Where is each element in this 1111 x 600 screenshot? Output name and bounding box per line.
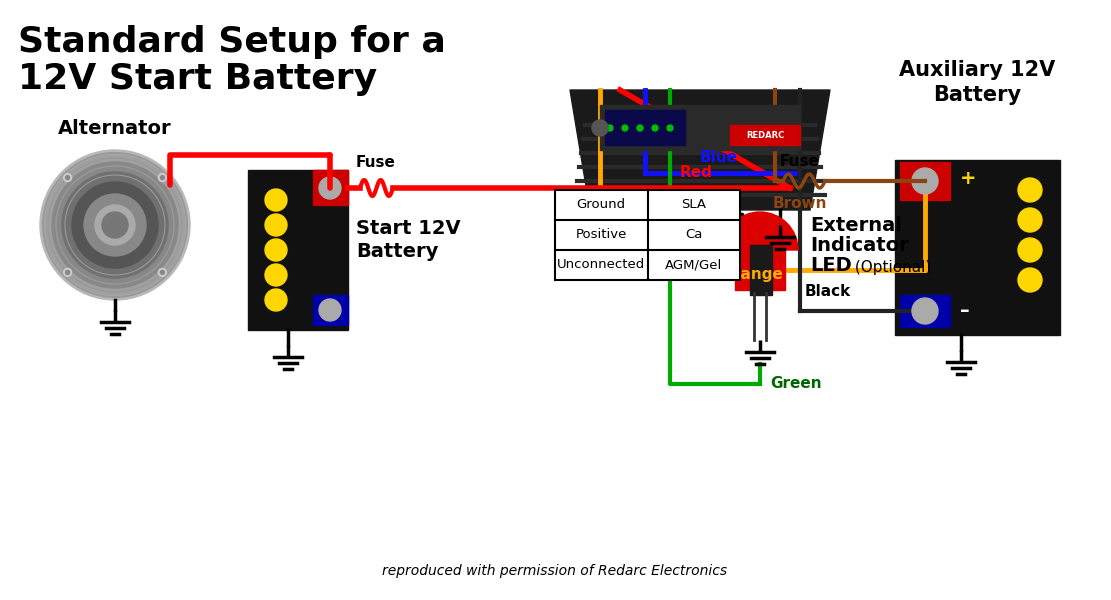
- Circle shape: [159, 173, 167, 182]
- Circle shape: [102, 212, 128, 238]
- Circle shape: [637, 125, 643, 131]
- Text: –: –: [960, 301, 970, 320]
- Text: Positive: Positive: [575, 229, 627, 241]
- Bar: [600, 105, 800, 150]
- Wedge shape: [722, 212, 798, 250]
- Circle shape: [52, 162, 178, 288]
- Text: Blue: Blue: [700, 150, 738, 165]
- Circle shape: [912, 168, 938, 194]
- Text: Indicator: Indicator: [810, 236, 909, 255]
- Circle shape: [84, 194, 146, 256]
- Text: Auxiliary 12V
Battery: Auxiliary 12V Battery: [900, 60, 1055, 105]
- Text: +: +: [353, 179, 368, 197]
- Text: Brown: Brown: [773, 196, 828, 211]
- Text: BCDC: BCDC: [653, 211, 747, 240]
- Text: Alternator: Alternator: [58, 119, 172, 138]
- Circle shape: [319, 299, 341, 321]
- Circle shape: [266, 214, 287, 236]
- Text: Fuse: Fuse: [780, 154, 820, 169]
- Circle shape: [159, 268, 167, 277]
- Circle shape: [622, 125, 628, 131]
- Text: Start 12V
Battery: Start 12V Battery: [356, 219, 461, 261]
- Circle shape: [40, 150, 190, 300]
- Text: 12V Start Battery: 12V Start Battery: [18, 62, 377, 96]
- Circle shape: [607, 125, 613, 131]
- Text: Orange: Orange: [720, 267, 783, 282]
- Text: External: External: [810, 216, 902, 235]
- Circle shape: [63, 268, 71, 277]
- Text: Ca: Ca: [685, 229, 702, 241]
- Text: AGM/Gel: AGM/Gel: [665, 259, 722, 271]
- Circle shape: [160, 176, 164, 179]
- Circle shape: [66, 176, 70, 179]
- Circle shape: [652, 125, 658, 131]
- Circle shape: [266, 189, 287, 211]
- Circle shape: [319, 177, 341, 199]
- Circle shape: [266, 239, 287, 261]
- Circle shape: [592, 120, 608, 136]
- Circle shape: [1018, 178, 1042, 202]
- Bar: [556, 190, 740, 280]
- Bar: [900, 162, 950, 200]
- Text: LED: LED: [810, 256, 852, 275]
- Text: SLA: SLA: [681, 199, 707, 211]
- Bar: [313, 170, 348, 205]
- Circle shape: [66, 271, 70, 274]
- Bar: [900, 295, 950, 327]
- Text: REDARC: REDARC: [745, 130, 784, 139]
- Bar: [313, 295, 348, 325]
- Text: Fuse: Fuse: [356, 155, 396, 170]
- Circle shape: [266, 289, 287, 311]
- Text: +: +: [960, 169, 977, 187]
- Circle shape: [912, 298, 938, 324]
- Text: (Optional): (Optional): [850, 260, 931, 275]
- Polygon shape: [570, 90, 830, 210]
- Text: Standard Setup for a: Standard Setup for a: [18, 25, 446, 59]
- Bar: [895, 160, 1060, 335]
- Circle shape: [62, 172, 168, 278]
- Circle shape: [72, 182, 158, 268]
- Circle shape: [1018, 238, 1042, 262]
- Text: Ground: Ground: [577, 199, 625, 211]
- Text: –: –: [353, 301, 362, 319]
- Text: Unconnected: Unconnected: [557, 259, 645, 271]
- Bar: [735, 248, 785, 290]
- Bar: [605, 110, 685, 145]
- Text: reproduced with permission of Redarc Electronics: reproduced with permission of Redarc Ele…: [382, 564, 728, 578]
- Circle shape: [46, 155, 186, 295]
- Bar: [730, 125, 800, 145]
- Circle shape: [160, 271, 164, 274]
- Text: Black: Black: [805, 284, 851, 299]
- Circle shape: [1018, 208, 1042, 232]
- Bar: [248, 170, 348, 330]
- Text: Green: Green: [770, 376, 822, 391]
- Circle shape: [266, 264, 287, 286]
- Circle shape: [667, 125, 673, 131]
- Bar: [750, 245, 772, 295]
- Circle shape: [1018, 268, 1042, 292]
- Circle shape: [63, 173, 71, 182]
- Circle shape: [96, 205, 136, 245]
- Text: Red: Red: [680, 165, 713, 180]
